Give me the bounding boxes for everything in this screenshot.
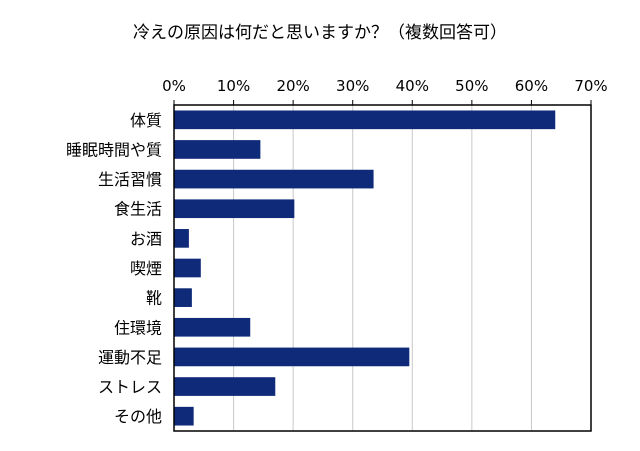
category-label-1: 睡眠時間や質 — [66, 140, 162, 159]
category-label-6: 靴 — [146, 289, 162, 308]
bar-10 — [174, 406, 194, 426]
x-tick-label-1: 10% — [217, 77, 250, 95]
chart-title: 冷えの原因は何だと思いますか？（複数回答可） — [133, 23, 507, 43]
category-label-8: 運動不足 — [98, 348, 162, 367]
x-tick-label-4: 40% — [396, 77, 429, 95]
category-label-5: 喫煙 — [130, 259, 162, 278]
category-label-10: その他 — [114, 407, 162, 426]
bar-8 — [174, 347, 410, 367]
bar-0 — [174, 110, 556, 130]
category-label-9: ストレス — [98, 378, 162, 397]
category-label-0: 体質 — [130, 111, 162, 130]
category-label-3: 食生活 — [114, 200, 162, 219]
bar-7 — [174, 317, 251, 337]
x-tick-label-5: 50% — [455, 77, 488, 95]
category-label-7: 住環境 — [114, 318, 162, 337]
category-label-4: お酒 — [130, 229, 162, 248]
bar-4 — [174, 229, 189, 248]
bar-6 — [174, 288, 192, 307]
x-tick-label-7: 70% — [574, 77, 607, 95]
category-label-2: 生活習慣 — [98, 170, 162, 189]
x-tick-label-6: 60% — [515, 77, 548, 95]
x-tick-label-2: 20% — [276, 77, 309, 95]
bar-5 — [174, 258, 201, 278]
x-tick-label-3: 30% — [336, 77, 369, 95]
bar-9 — [174, 377, 276, 396]
bar-2 — [174, 169, 374, 189]
plot-frame — [173, 104, 592, 432]
bar-3 — [174, 199, 295, 219]
bar-1 — [174, 140, 261, 159]
x-tick-label-0: 0% — [162, 77, 186, 95]
